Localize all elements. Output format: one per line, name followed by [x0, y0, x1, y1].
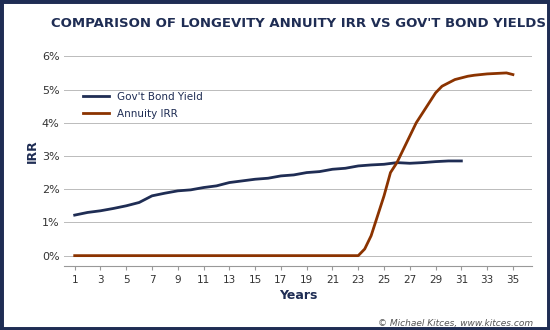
Title: COMPARISON OF LONGEVITY ANNUITY IRR VS GOV'T BOND YIELDS: COMPARISON OF LONGEVITY ANNUITY IRR VS G…: [51, 16, 546, 30]
Legend: Gov't Bond Yield, Annuity IRR: Gov't Bond Yield, Annuity IRR: [79, 87, 207, 123]
Text: © Michael Kitces, www.kitces.com: © Michael Kitces, www.kitces.com: [378, 319, 534, 328]
X-axis label: Years: Years: [279, 289, 317, 302]
Y-axis label: IRR: IRR: [26, 139, 39, 163]
